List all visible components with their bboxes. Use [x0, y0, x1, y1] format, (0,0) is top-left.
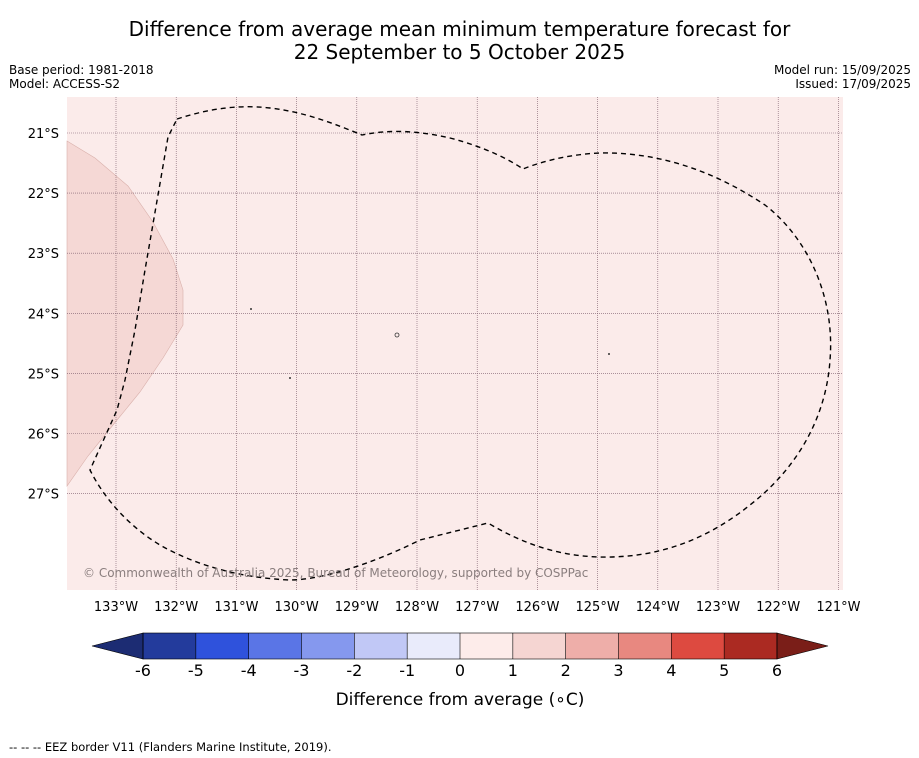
colorbar-swatch — [671, 633, 725, 659]
longitude-label: 133°W — [94, 600, 138, 615]
colorbar-tick-label: -2 — [346, 661, 362, 680]
model-name: Model: ACCESS-S2 — [9, 77, 121, 91]
latitude-label: 24°S — [28, 307, 59, 322]
longitude-label: 121°W — [816, 600, 860, 615]
island-speck — [289, 377, 291, 379]
longitude-label: 122°W — [756, 600, 800, 615]
latitude-label: 23°S — [28, 247, 59, 262]
latitude-label: 27°S — [28, 488, 59, 503]
latitude-label: 25°S — [28, 367, 59, 382]
colorbar-swatch — [724, 633, 778, 659]
model-run: Model run: 15/09/2025 — [773, 63, 911, 77]
colorbar-tick-label: 2 — [561, 661, 571, 680]
latitude-label: 26°S — [28, 428, 59, 443]
colorbar-swatches — [142, 632, 778, 660]
colorbar-ticks: -6 -5 -4 -3 -2 -1 0 1 2 3 4 5 6 — [135, 633, 782, 680]
issued-date: Issued: 17/09/2025 — [795, 77, 911, 91]
colorbar-over-arrow — [776, 632, 829, 660]
footer-note: -- -- -- EEZ border V11 (Flanders Marine… — [9, 740, 332, 754]
colorbar: -6 -5 -4 -3 -2 -1 0 1 2 3 4 5 6 Difference from aver… — [91, 632, 829, 710]
colorbar-tick-label: 4 — [666, 661, 676, 680]
colorbar-swatch — [618, 633, 672, 659]
longitude-label: 126°W — [515, 600, 559, 615]
colorbar-tick-label: 0 — [455, 661, 465, 680]
colorbar-tick-label: 5 — [719, 661, 729, 680]
longitude-label: 128°W — [395, 600, 439, 615]
longitude-label: 132°W — [154, 600, 198, 615]
title-line-1: Difference from average mean minimum tem… — [128, 17, 791, 41]
longitude-label: 131°W — [214, 600, 258, 615]
latitude-labels: 21°S 22°S 23°S 24°S 25°S 26°S 27°S — [28, 127, 59, 503]
colorbar-swatch — [512, 633, 566, 659]
colorbar-swatch — [143, 633, 197, 659]
map-background — [67, 97, 843, 590]
colorbar-swatch — [301, 633, 355, 659]
colorbar-tick-label: -6 — [135, 661, 151, 680]
colorbar-tick-label: -5 — [188, 661, 204, 680]
colorbar-swatch — [565, 633, 619, 659]
map-panel: © Commonwealth of Australia 2025, Bureau… — [66, 97, 843, 590]
colorbar-tick-label: -1 — [399, 661, 415, 680]
colorbar-swatch — [407, 633, 461, 659]
colorbar-tick-label: 3 — [613, 661, 623, 680]
longitude-label: 124°W — [636, 600, 680, 615]
longitude-labels: 133°W 132°W 131°W 130°W 129°W 128°W 127°W 126°W… — [94, 600, 861, 615]
colorbar-tick-label: 1 — [508, 661, 518, 680]
colorbar-tick-label: -4 — [241, 661, 257, 680]
eez-legend-text: EEZ border V11 (Flanders Marine Institut… — [44, 740, 332, 754]
longitude-label: 125°W — [576, 600, 620, 615]
meta-left: Base period: 1981-2018 Model: ACCESS-S2 — [9, 63, 154, 91]
colorbar-under-arrow — [91, 632, 144, 660]
meta-right: Model run: 15/09/2025 Issued: 17/09/2025 — [774, 63, 911, 91]
latitude-label: 22°S — [28, 187, 59, 202]
title-line-2: 22 September to 5 October 2025 — [293, 40, 626, 64]
longitude-label: 127°W — [455, 600, 499, 615]
copyright-text: © Commonwealth of Australia 2025, Bureau… — [83, 566, 588, 580]
island-speck — [250, 308, 252, 310]
longitude-label: 130°W — [275, 600, 319, 615]
longitude-label: 129°W — [335, 600, 379, 615]
eez-border — [89, 106, 832, 581]
colorbar-swatch — [354, 633, 408, 659]
colorbar-swatch — [248, 633, 302, 659]
colorbar-swatch — [460, 633, 514, 659]
map-title: Difference from average mean minimum tem… — [0, 18, 919, 64]
colorbar-tick-label: 6 — [772, 661, 782, 680]
colorbar-tick-label: -3 — [294, 661, 310, 680]
base-period: Base period: 1981-2018 — [9, 63, 154, 77]
colorbar-label: Difference from average (∘C) — [336, 690, 585, 710]
island-outline — [394, 332, 400, 338]
graticule — [67, 97, 843, 590]
colorbar-swatch — [195, 633, 249, 659]
latitude-label: 21°S — [28, 127, 59, 142]
eez-legend-symbol: -- -- -- — [9, 740, 42, 754]
longitude-label: 123°W — [696, 600, 740, 615]
island-speck — [608, 353, 610, 355]
